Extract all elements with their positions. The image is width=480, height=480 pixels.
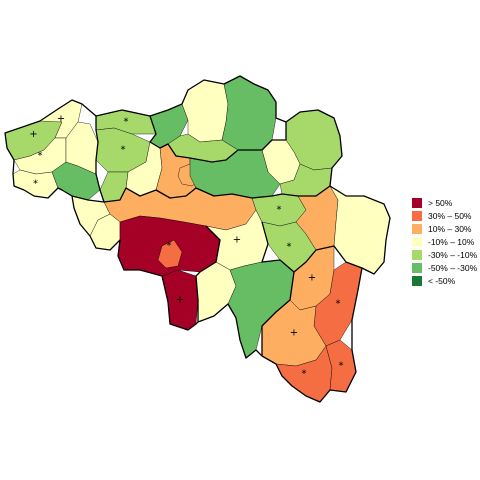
province-border-antwerp	[149, 115, 287, 163]
legend-swatch	[412, 263, 422, 273]
map-marker: *	[167, 241, 172, 252]
map-marker: *	[124, 117, 129, 128]
regions-layer	[4, 75, 391, 403]
province-border-west	[95, 116, 105, 203]
map-marker: +	[233, 235, 241, 246]
map-marker: *	[302, 369, 307, 380]
legend-label: 30% – 50%	[428, 211, 472, 221]
legend-swatch	[412, 250, 422, 260]
legend-label: < -50%	[428, 276, 456, 286]
markers-layer: ++*****++**+*+**	[29, 114, 343, 380]
map-marker: *	[339, 361, 344, 372]
province-border-hainaut	[195, 225, 221, 322]
map-marker: *	[336, 299, 341, 310]
legend-label: > 50%	[428, 198, 453, 208]
legend-label: -10% – 10%	[428, 237, 475, 247]
map-marker: +	[176, 295, 184, 306]
region-antwerp-east[interactable]	[221, 75, 277, 151]
legend-swatch	[412, 237, 422, 247]
region-hainaut-inner[interactable]	[157, 239, 183, 269]
province-border-flanders	[71, 185, 331, 203]
map-marker: +	[308, 273, 316, 284]
borders-layer	[4, 75, 391, 403]
legend-swatch	[412, 211, 422, 221]
map-marker: *	[38, 151, 43, 162]
legend-label: -50% – -30%	[428, 263, 478, 273]
map-marker: +	[57, 114, 65, 125]
region-liege-far-east[interactable]	[329, 185, 391, 275]
province-border-liege	[293, 245, 363, 273]
map-marker: +	[29, 129, 37, 140]
map-legend: > 50% 30% – 50% 10% – 30% -10% – 10% -30% – …	[412, 198, 478, 286]
map-marker: +	[290, 328, 298, 339]
country-border	[4, 75, 391, 403]
legend-swatch	[412, 224, 422, 234]
legend-label: -30% – -10%	[428, 250, 478, 260]
map-marker: *	[287, 242, 292, 253]
map-marker: *	[33, 179, 38, 190]
map-marker: *	[277, 205, 282, 216]
legend-swatch	[412, 276, 422, 286]
map-marker: *	[121, 145, 126, 156]
legend-swatch	[412, 198, 422, 208]
legend-label: 10% – 30%	[428, 224, 472, 234]
